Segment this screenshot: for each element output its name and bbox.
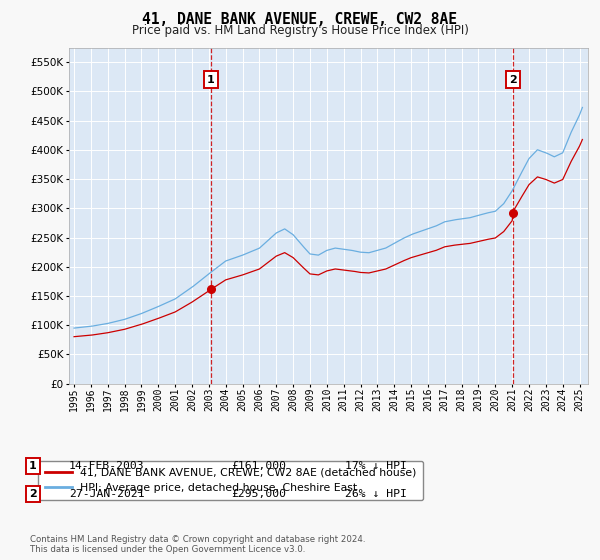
Text: Price paid vs. HM Land Registry's House Price Index (HPI): Price paid vs. HM Land Registry's House … <box>131 24 469 36</box>
Text: 2: 2 <box>509 74 517 85</box>
Text: 17% ↓ HPI: 17% ↓ HPI <box>345 461 407 471</box>
Text: 27-JAN-2021: 27-JAN-2021 <box>69 489 145 499</box>
Text: 1: 1 <box>207 74 215 85</box>
Text: 14-FEB-2003: 14-FEB-2003 <box>69 461 145 471</box>
Text: 41, DANE BANK AVENUE, CREWE, CW2 8AE: 41, DANE BANK AVENUE, CREWE, CW2 8AE <box>143 12 458 27</box>
Text: 2: 2 <box>29 489 37 499</box>
Text: 1: 1 <box>29 461 37 471</box>
Text: £295,000: £295,000 <box>231 489 286 499</box>
Legend: 41, DANE BANK AVENUE, CREWE, CW2 8AE (detached house), HPI: Average price, detac: 41, DANE BANK AVENUE, CREWE, CW2 8AE (de… <box>38 461 423 500</box>
Text: £161,000: £161,000 <box>231 461 286 471</box>
Text: Contains HM Land Registry data © Crown copyright and database right 2024.
This d: Contains HM Land Registry data © Crown c… <box>30 535 365 554</box>
Text: 26% ↓ HPI: 26% ↓ HPI <box>345 489 407 499</box>
